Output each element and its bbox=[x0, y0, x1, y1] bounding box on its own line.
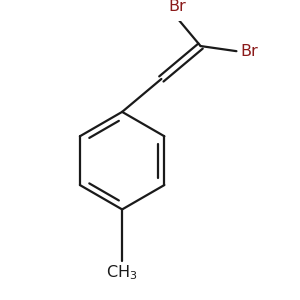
Text: Br: Br bbox=[168, 0, 186, 14]
Text: CH$_3$: CH$_3$ bbox=[106, 263, 138, 282]
Text: Br: Br bbox=[241, 44, 258, 59]
